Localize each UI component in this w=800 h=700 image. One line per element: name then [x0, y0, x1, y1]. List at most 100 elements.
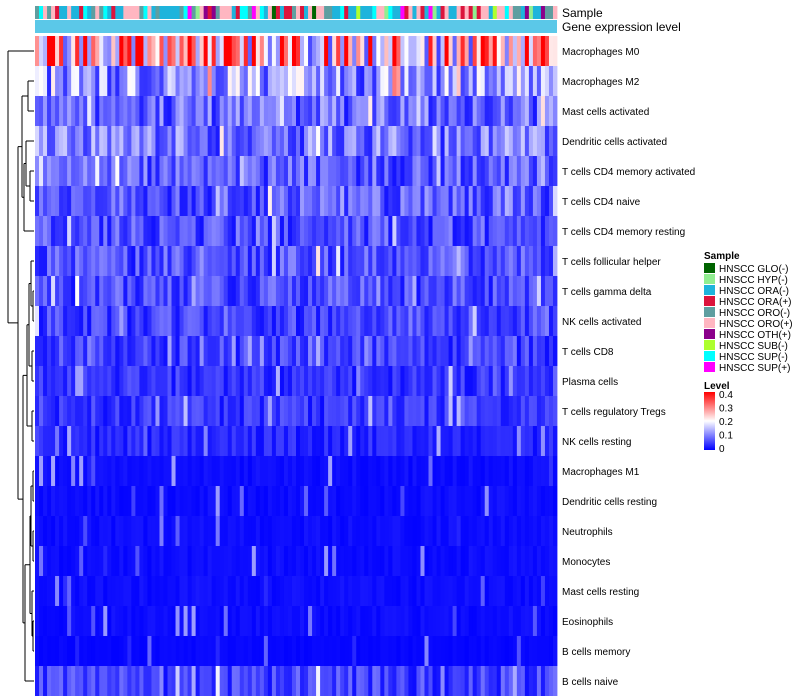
heatmap-cell	[520, 36, 526, 66]
heatmap-cell	[404, 156, 409, 186]
heatmap-cell	[71, 486, 76, 516]
heatmap-cell	[279, 276, 285, 306]
heatmap-cell	[452, 516, 458, 546]
sample-annotation-cell	[207, 6, 213, 19]
heatmap-cell	[548, 66, 554, 96]
heatmap-cell	[532, 546, 538, 576]
heatmap-cell	[59, 426, 64, 456]
sample-annotation-cell	[436, 6, 441, 19]
heatmap-cell	[39, 186, 44, 216]
heatmap-cell	[147, 366, 152, 396]
heatmap-cell	[263, 396, 269, 426]
heatmap-cell	[508, 246, 514, 276]
heatmap-cell	[67, 576, 72, 606]
heatmap-cell	[155, 636, 160, 666]
heatmap-cell	[344, 96, 349, 126]
heatmap-cell	[476, 456, 482, 486]
heatmap-cell	[275, 96, 281, 126]
heatmap-cell	[492, 666, 498, 696]
heatmap-cell	[283, 516, 289, 546]
heatmap-cell	[316, 546, 321, 576]
heatmap-cell	[283, 66, 289, 96]
heatmap-cell	[199, 516, 205, 546]
heatmap-cell	[143, 216, 148, 246]
heatmap-cell	[139, 156, 144, 186]
heatmap-cell	[47, 576, 52, 606]
heatmap-cell	[183, 426, 188, 456]
sample-annotation-cell	[175, 6, 180, 19]
heatmap-cell	[424, 606, 429, 636]
heatmap-cell	[356, 246, 361, 276]
heatmap-cell	[215, 666, 221, 696]
heatmap-cell	[296, 336, 301, 366]
heatmap-cell	[352, 306, 357, 336]
heatmap-cell	[203, 186, 209, 216]
heatmap-cell	[516, 366, 522, 396]
heatmap-cell	[452, 246, 458, 276]
heatmap-cell	[55, 306, 60, 336]
heatmap-cell	[432, 396, 437, 426]
heatmap-cell	[500, 126, 506, 156]
heatmap-cell	[472, 246, 478, 276]
heatmap-cell	[388, 426, 393, 456]
heatmap-cell	[304, 636, 309, 666]
heatmap-cell	[344, 636, 349, 666]
heatmap-cell	[384, 486, 389, 516]
heatmap-cell	[83, 576, 88, 606]
heatmap-cell	[287, 396, 293, 426]
heatmap-cell	[372, 306, 377, 336]
heatmap-cell	[496, 516, 502, 546]
heatmap-cell	[540, 516, 546, 546]
heatmap-cell	[336, 36, 341, 66]
heatmap-cell	[416, 66, 421, 96]
heatmap-cell	[259, 336, 265, 366]
heatmap-cell	[536, 456, 542, 486]
heatmap-cell	[440, 36, 445, 66]
heatmap-cell	[364, 396, 369, 426]
heatmap-cell	[291, 456, 297, 486]
heatmap-cell	[468, 336, 474, 366]
heatmap-cell	[308, 366, 313, 396]
heatmap-cell	[468, 516, 474, 546]
heatmap-cell	[508, 126, 514, 156]
heatmap-cell	[372, 216, 377, 246]
heatmap-cell	[247, 156, 253, 186]
sample-annotation-cell	[171, 6, 176, 19]
sample-annotation-cell	[508, 6, 514, 19]
heatmap-cell	[47, 126, 52, 156]
heatmap-cell	[59, 96, 64, 126]
heatmap-cell	[488, 366, 494, 396]
heatmap-cell	[352, 66, 357, 96]
heatmap-cell	[384, 456, 389, 486]
heatmap-cell	[107, 66, 112, 96]
heatmap-cell	[320, 216, 325, 246]
heatmap-cell	[115, 516, 120, 546]
heatmap-cell	[352, 426, 357, 456]
heatmap-cell	[207, 486, 213, 516]
heatmap-cell	[376, 156, 381, 186]
sample-annotation-cell	[115, 6, 120, 19]
heatmap-cell	[380, 66, 385, 96]
heatmap-cell	[432, 456, 437, 486]
heatmap-cell	[388, 276, 393, 306]
heatmap-cell	[175, 636, 180, 666]
heatmap-cell	[131, 426, 136, 456]
heatmap-cell	[255, 96, 261, 126]
heatmap-cell	[263, 36, 269, 66]
heatmap-cell	[524, 156, 530, 186]
heatmap-cell	[255, 576, 261, 606]
heatmap-cell	[223, 246, 229, 276]
heatmap-cell	[267, 126, 273, 156]
heatmap-cell	[171, 96, 176, 126]
heatmap-cell	[444, 216, 449, 246]
heatmap-cell	[147, 336, 152, 366]
heatmap-cell	[99, 456, 104, 486]
heatmap-cell	[480, 336, 486, 366]
heatmap-cell	[436, 156, 441, 186]
heatmap-cell	[163, 456, 168, 486]
heatmap-cell	[464, 606, 470, 636]
sample-annotation-cell	[524, 6, 530, 19]
heatmap-cell	[412, 606, 417, 636]
heatmap-cell	[304, 486, 309, 516]
heatmap-cell	[171, 366, 176, 396]
